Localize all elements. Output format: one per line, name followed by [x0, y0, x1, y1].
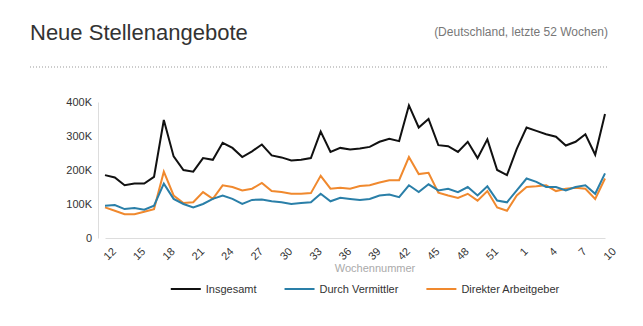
legend: Insgesamt Durch Vermittler Direkter Arbeit…	[171, 283, 560, 295]
legend-swatch	[171, 288, 201, 290]
x-tick-label: 15	[130, 245, 147, 262]
x-tick-label: 39	[366, 245, 383, 262]
x-tick-label: 51	[483, 245, 500, 262]
y-tick: 300K	[66, 130, 98, 142]
series-line	[105, 105, 605, 185]
x-tick: 36	[336, 238, 353, 262]
series-line	[105, 173, 605, 209]
x-tick: 10	[601, 238, 618, 262]
x-tick-label: 4	[547, 245, 560, 258]
x-tick: 45	[425, 238, 442, 262]
x-tick: 30	[277, 238, 294, 262]
x-axis-title: Wochennummer	[335, 262, 416, 274]
y-tick: 400K	[66, 96, 98, 108]
y-axis: 0 100K 200K 300K 400K	[66, 96, 98, 244]
x-tick-label: 10	[601, 245, 618, 262]
x-tick: 1	[517, 238, 530, 258]
x-tick-label: 48	[454, 245, 471, 262]
x-tick-label: 30	[277, 245, 294, 262]
y-tick-label: 300K	[66, 130, 92, 142]
x-tick: 33	[307, 238, 324, 262]
x-tick-label: 36	[336, 245, 353, 262]
x-tick: 42	[395, 238, 412, 262]
separator	[30, 67, 608, 68]
x-tick: 12	[101, 238, 118, 262]
legend-item: Direkter Arbeitgeber	[426, 283, 559, 295]
x-tick: 48	[454, 238, 471, 262]
x-tick: 15	[130, 238, 147, 262]
x-axis: 12 15 18 21 24 27 30 33 36 39 42 45 48 51 1 4 7 10	[101, 238, 618, 262]
x-tick-label: 1	[517, 245, 530, 258]
x-tick-label: 27	[248, 245, 265, 262]
legend-label: Direkter Arbeitgeber	[461, 283, 559, 295]
legend-label: Durch Vermittler	[320, 283, 399, 295]
x-tick-label: 7	[576, 245, 589, 258]
y-axis-line	[98, 103, 99, 239]
y-tick: 0	[86, 232, 98, 244]
x-tick: 24	[219, 238, 236, 262]
legend-label: Insgesamt	[206, 283, 257, 295]
x-tick-label: 42	[395, 245, 412, 262]
chart-svg: Neue Stellenangebote (Deutschland, letzte…	[0, 0, 643, 326]
y-tick-label: 200K	[66, 164, 92, 176]
x-tick: 7	[576, 238, 589, 258]
legend-swatch	[285, 288, 315, 290]
x-tick: 21	[189, 238, 206, 262]
x-tick: 18	[160, 238, 177, 262]
x-tick: 51	[483, 238, 500, 262]
x-tick: 39	[366, 238, 383, 262]
y-tick-label: 0	[86, 232, 92, 244]
y-tick-label: 400K	[66, 96, 92, 108]
x-tick: 27	[248, 238, 265, 262]
x-tick-label: 12	[101, 245, 118, 262]
y-tick-label: 100K	[66, 198, 92, 210]
y-tick: 200K	[66, 164, 98, 176]
legend-swatch	[426, 288, 456, 290]
series-group	[105, 105, 605, 214]
chart-container: Neue Stellenangebote (Deutschland, letzte…	[0, 0, 643, 326]
x-tick: 4	[547, 238, 560, 258]
x-tick-label: 21	[189, 245, 206, 262]
x-tick-label: 45	[425, 245, 442, 262]
x-tick-label: 33	[307, 245, 324, 262]
y-tick: 100K	[66, 198, 98, 210]
title: Neue Stellenangebote	[30, 20, 248, 45]
x-axis-line	[106, 238, 606, 239]
legend-item: Durch Vermittler	[285, 283, 399, 295]
x-tick-label: 18	[160, 245, 177, 262]
x-tick-label: 24	[219, 245, 236, 262]
legend-item: Insgesamt	[171, 283, 257, 295]
subtitle: (Deutschland, letzte 52 Wochen)	[434, 25, 608, 39]
